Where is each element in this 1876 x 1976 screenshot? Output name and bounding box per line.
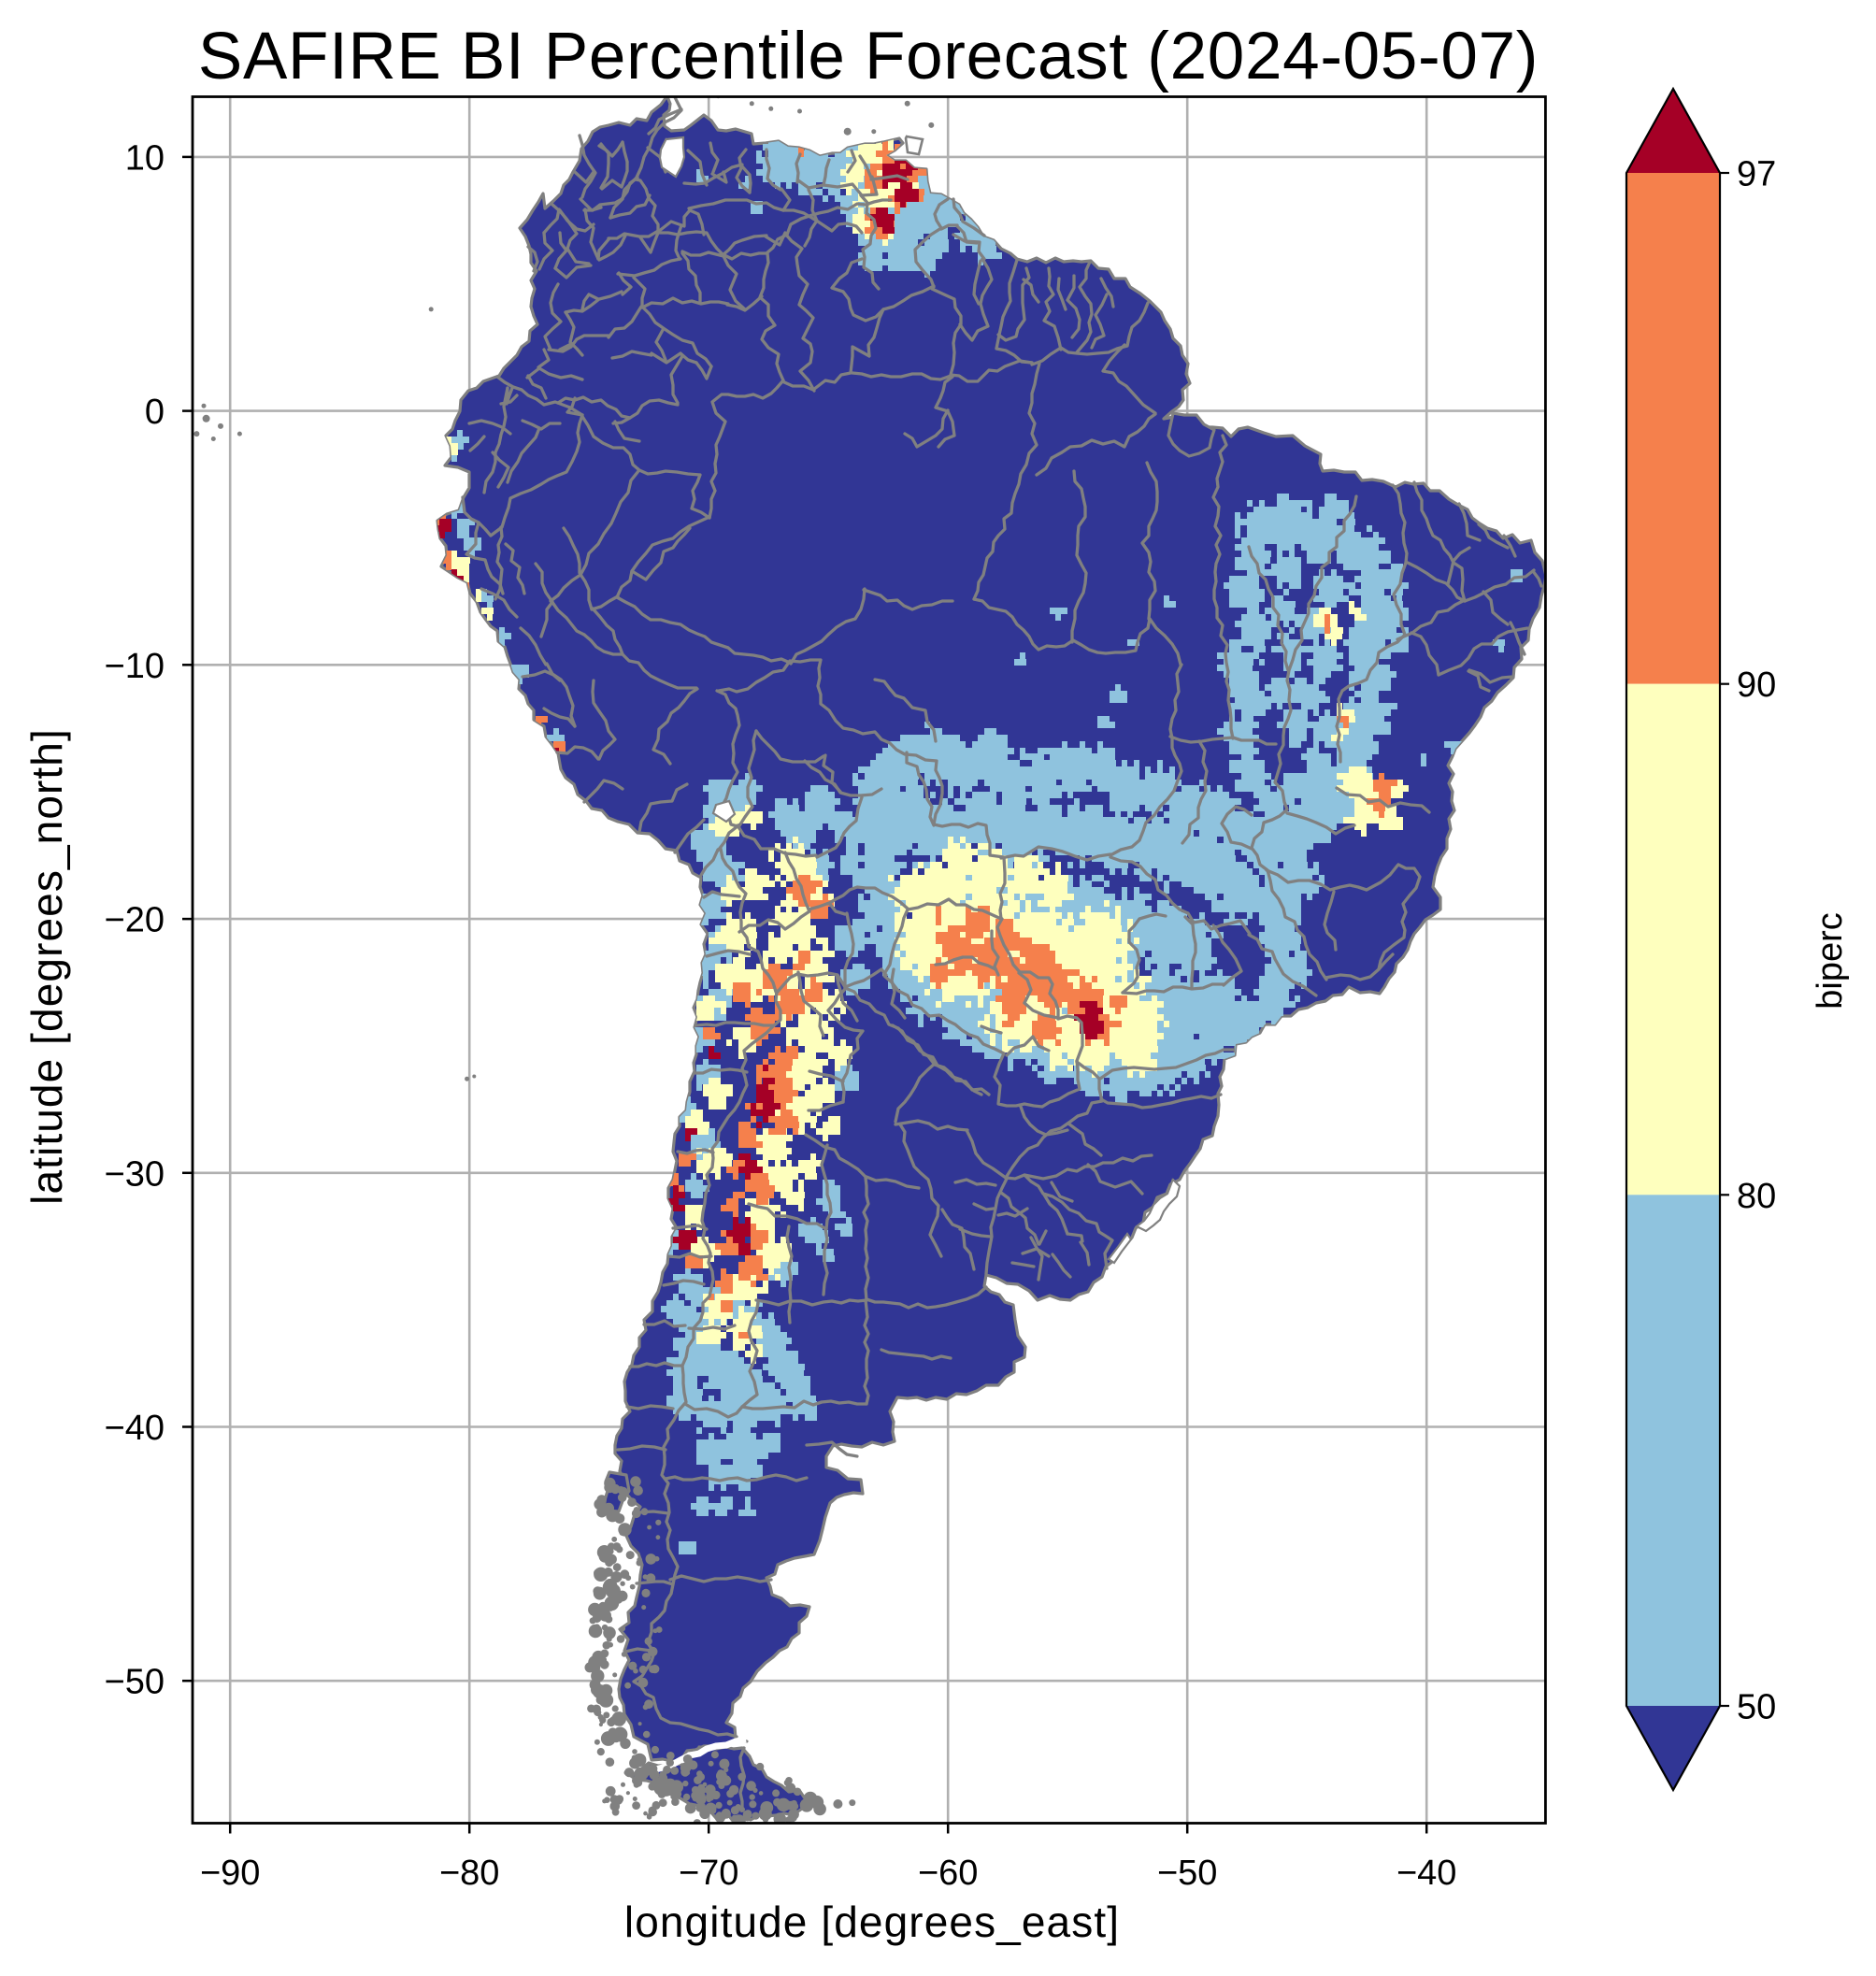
svg-text:−40: −40: [1396, 1854, 1456, 1893]
svg-text:longitude [degrees_east]: longitude [degrees_east]: [624, 1897, 1120, 1946]
svg-text:80: 80: [1737, 1177, 1776, 1216]
svg-text:−50: −50: [1157, 1854, 1217, 1893]
svg-text:0: 0: [145, 393, 165, 432]
svg-text:−50: −50: [105, 1663, 165, 1702]
svg-text:biperc: biperc: [1811, 912, 1850, 1009]
svg-text:50: 50: [1737, 1688, 1776, 1727]
svg-text:90: 90: [1737, 666, 1776, 705]
svg-text:SAFIRE BI Percentile Forecast: SAFIRE BI Percentile Forecast (2024-05-0…: [198, 20, 1539, 93]
svg-text:latitude [degrees_north]: latitude [degrees_north]: [22, 728, 71, 1205]
svg-text:97: 97: [1737, 155, 1776, 194]
svg-text:−30: −30: [105, 1154, 165, 1194]
svg-text:−70: −70: [679, 1854, 738, 1893]
svg-text:−90: −90: [200, 1854, 260, 1893]
svg-text:10: 10: [125, 138, 165, 178]
svg-text:−60: −60: [918, 1854, 978, 1893]
svg-text:−80: −80: [439, 1854, 499, 1893]
svg-text:−10: −10: [105, 647, 165, 686]
svg-text:−40: −40: [105, 1409, 165, 1448]
svg-text:−20: −20: [105, 901, 165, 940]
